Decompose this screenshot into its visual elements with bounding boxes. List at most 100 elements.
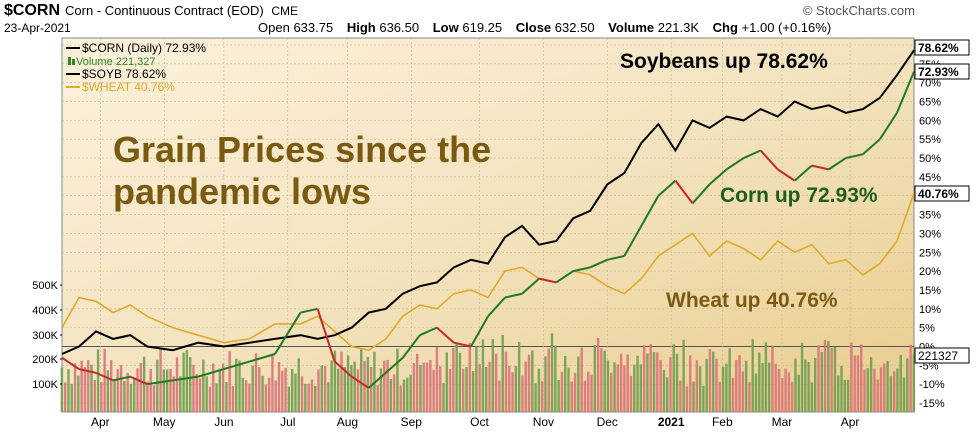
volume-bar <box>221 363 225 412</box>
legend-soyb: $SOYB 78.62% <box>82 67 166 81</box>
volume-bar <box>70 383 73 412</box>
series-corn-segment <box>436 326 455 344</box>
volume-bar <box>827 341 830 412</box>
volume-bar <box>468 342 472 412</box>
volume-bar <box>527 354 531 412</box>
series-corn-segment <box>759 149 779 171</box>
series-corn-segment <box>623 225 643 257</box>
volume-bar <box>485 366 488 412</box>
volume-bar <box>672 344 675 412</box>
volume-bar <box>583 380 587 412</box>
volume-bar <box>389 378 393 412</box>
volume-bar <box>876 379 879 412</box>
volume-bar <box>129 383 133 412</box>
volume-bar <box>231 386 235 412</box>
series-corn-segment <box>129 375 148 386</box>
volume-bar <box>340 351 343 412</box>
volume-bar <box>652 351 656 412</box>
volume-bar <box>554 345 557 412</box>
open-label: Open <box>258 20 290 35</box>
volume-bar <box>587 371 590 412</box>
series-corn-segment <box>640 195 660 227</box>
volume-bar <box>787 372 791 412</box>
volume-bar <box>524 361 527 412</box>
legend: $CORN (Daily) 72.93% Volume 221,327 $SOY… <box>66 41 206 94</box>
volume-bar <box>254 353 258 412</box>
volume-bar <box>863 369 866 412</box>
volume-bar <box>251 365 254 412</box>
volume-bar <box>508 365 511 412</box>
volume-bar <box>823 339 827 412</box>
x-tick-label: 2021 <box>658 415 685 429</box>
volume-label: Volume <box>608 20 655 35</box>
volume-bar <box>149 368 152 412</box>
volume-bar <box>366 356 370 412</box>
volume-bar <box>77 375 80 412</box>
volume-bar <box>73 363 77 412</box>
volume-bar <box>537 368 541 412</box>
volume-bar <box>383 360 386 412</box>
volume-bar <box>146 381 149 412</box>
volume-bar <box>869 357 873 412</box>
volume-bar <box>386 359 389 412</box>
volume-bar <box>899 354 902 412</box>
volume-bar <box>323 365 327 412</box>
series-corn-segment <box>316 308 336 362</box>
volume-bar <box>790 381 794 412</box>
volume-bar <box>399 385 402 412</box>
volume-bar <box>547 348 550 412</box>
x-tick-label: Mar <box>772 415 793 429</box>
volume-bar <box>830 347 833 412</box>
volume-bar <box>136 368 139 412</box>
series-wheat-line <box>61 192 915 352</box>
volume-bar <box>636 355 639 412</box>
series-corn-segment <box>896 71 915 114</box>
volume-bar <box>327 382 330 412</box>
volume-bar <box>761 363 764 412</box>
series-corn-segment <box>61 356 80 370</box>
y-tick-label: 55% <box>919 134 941 146</box>
volume-bar <box>679 380 682 412</box>
last-value-volume-text: 221327 <box>918 349 958 363</box>
symbol: $CORN <box>4 2 61 19</box>
volume-bar <box>90 364 93 412</box>
volume-bar <box>376 384 379 412</box>
volume-bar <box>212 363 215 412</box>
volume-bar <box>297 358 300 412</box>
volume-bar <box>87 360 90 412</box>
x-tick-label: Jun <box>214 415 233 429</box>
series-corn-segment <box>572 266 591 273</box>
low-label: Low <box>432 20 459 35</box>
volume-bar <box>396 348 399 412</box>
volume-bar <box>721 366 725 412</box>
volume-bar <box>258 367 261 412</box>
volume-bar <box>80 360 83 412</box>
volume-bar <box>409 374 412 412</box>
volume-bar <box>271 355 274 412</box>
plot-area <box>61 37 915 413</box>
volume-bar <box>284 367 287 412</box>
volume-bar <box>294 373 297 412</box>
volume-bar <box>754 373 758 412</box>
legend-corn: $CORN (Daily) 72.93% <box>82 41 206 55</box>
volume-bar <box>241 377 245 412</box>
volume-bar <box>307 383 310 412</box>
volume-bar <box>406 377 409 412</box>
last-value-soyb-text: 78.62% <box>918 41 959 55</box>
volume-bar <box>412 363 416 412</box>
y-tick-label: 50% <box>919 153 941 165</box>
volume-bar <box>346 355 350 412</box>
volume-bar <box>172 376 175 412</box>
volume-bar <box>567 367 570 412</box>
x-tick-label: Dec <box>597 415 618 429</box>
volume-bar <box>725 363 728 412</box>
volume-bar <box>106 370 110 412</box>
volume-bar <box>810 382 814 412</box>
volume-bar <box>534 383 537 412</box>
series-corn-segment <box>555 270 574 284</box>
volume-bar <box>363 360 366 412</box>
volume-bar <box>175 357 179 412</box>
volume-bar <box>833 346 837 412</box>
volume-bar <box>610 372 613 412</box>
volume-bar <box>83 367 87 412</box>
